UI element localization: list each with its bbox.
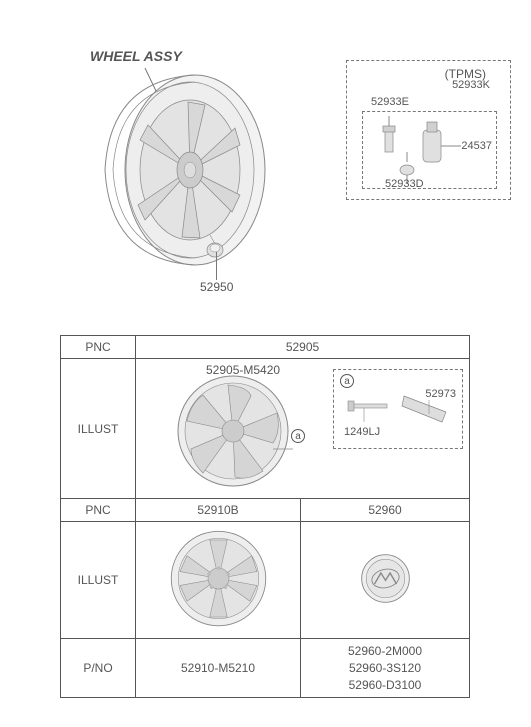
- tpms-kit-label: 52933K: [452, 79, 490, 91]
- pnc-52960: 52960: [301, 499, 470, 522]
- pnc-header-2: PNC: [61, 499, 136, 522]
- detail-box-a: a 1249LJ 52973: [333, 369, 463, 449]
- table-row: ILLUST 52905-M5420 a a: [61, 359, 470, 499]
- wheel-cover-svg: [173, 371, 293, 491]
- pno-52910: 52910-M5210: [136, 639, 301, 698]
- table-row: PNC 52910B 52960: [61, 499, 470, 522]
- alloy-wheel-svg: [166, 526, 271, 631]
- tpms-box: (TPMS) 52933K 52933E 24537 52933D: [346, 60, 511, 200]
- hub-cap-svg: [358, 551, 413, 606]
- tpms-inner-box: 52933E 24537 52933D: [362, 111, 497, 189]
- tpms-valve-label: 52933E: [371, 96, 409, 108]
- pnc-header: PNC: [61, 336, 136, 359]
- partno-label: 52905-M5420: [206, 363, 280, 377]
- parts-table: PNC 52905 ILLUST 52905-M5420 a: [60, 335, 470, 698]
- tpms-cap-label: 52933D: [385, 178, 424, 190]
- nut-leader-line: [216, 252, 226, 280]
- wheel-assy-label: WHEEL ASSY: [90, 48, 182, 64]
- callout-a-inner: a: [340, 374, 354, 388]
- pno-line: 52960-D3100: [307, 677, 463, 694]
- table-row: P/NO 52910-M5210 52960-2M000 52960-3S120…: [61, 639, 470, 698]
- pno-line: 52960-3S120: [307, 660, 463, 677]
- detail-bolt-label: 1249LJ: [344, 426, 380, 438]
- table-row: PNC 52905: [61, 336, 470, 359]
- pnc-value-52905: 52905: [136, 336, 470, 359]
- tpms-sensor-label: 24537: [461, 140, 492, 152]
- illust-header-2: ILLUST: [61, 522, 136, 639]
- pno-header: P/NO: [61, 639, 136, 698]
- illust-cell-52905: 52905-M5420 a a: [136, 359, 470, 499]
- illust-cell-52960: [301, 522, 470, 639]
- illust-cell-52910b: [136, 522, 301, 639]
- pnc-52910b: 52910B: [136, 499, 301, 522]
- table-row: ILLUST: [61, 522, 470, 639]
- main-wheel-illustration: [60, 70, 270, 275]
- nut-pnc-label: 52950: [200, 280, 233, 294]
- illust-header: ILLUST: [61, 359, 136, 499]
- callout-a-circle: a: [291, 429, 305, 443]
- pno-line: 52960-2M000: [307, 643, 463, 660]
- detail-tool-label: 52973: [425, 388, 456, 400]
- upper-diagram-area: WHEEL ASSY: [0, 0, 531, 310]
- pno-52960-list: 52960-2M000 52960-3S120 52960-D3100: [301, 639, 470, 698]
